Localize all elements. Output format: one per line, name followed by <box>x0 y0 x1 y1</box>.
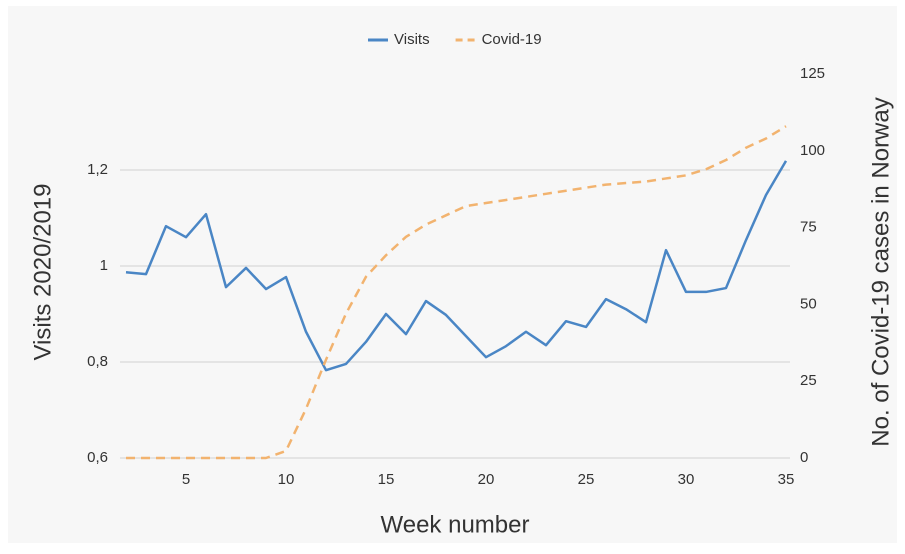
x-axis-label: Week number <box>381 511 530 538</box>
y2-tick-label: 0 <box>800 449 808 466</box>
x-tick-label: 25 <box>578 471 595 488</box>
y-axis-label: Visits 2020/2019 <box>29 183 56 360</box>
series-line <box>125 160 788 372</box>
series-line <box>126 125 787 460</box>
legend-label: Covid-19 <box>482 31 542 48</box>
y2-tick-label: 25 <box>800 372 817 389</box>
x-tick-label: 35 <box>778 471 795 488</box>
x-tick-label: 15 <box>378 471 395 488</box>
y-tick-label: 1 <box>100 257 108 274</box>
y-tick-label: 0,8 <box>87 353 108 370</box>
y2-axis-label: No. of Covid-19 cases in Norway <box>867 97 894 446</box>
y2-tick-label: 50 <box>800 295 817 312</box>
y-tick-label: 0,6 <box>87 449 108 466</box>
x-tick-label: 5 <box>182 471 190 488</box>
y2-tick-label: 125 <box>800 65 825 82</box>
x-tick-label: 20 <box>478 471 495 488</box>
chart-background <box>8 6 897 543</box>
x-tick-label: 10 <box>278 471 295 488</box>
y-tick-label: 1,2 <box>87 161 108 178</box>
y2-tick-label: 75 <box>800 219 817 236</box>
y2-tick-label: 100 <box>800 142 825 159</box>
x-tick-label: 30 <box>678 471 695 488</box>
legend-label: Visits <box>394 31 430 48</box>
